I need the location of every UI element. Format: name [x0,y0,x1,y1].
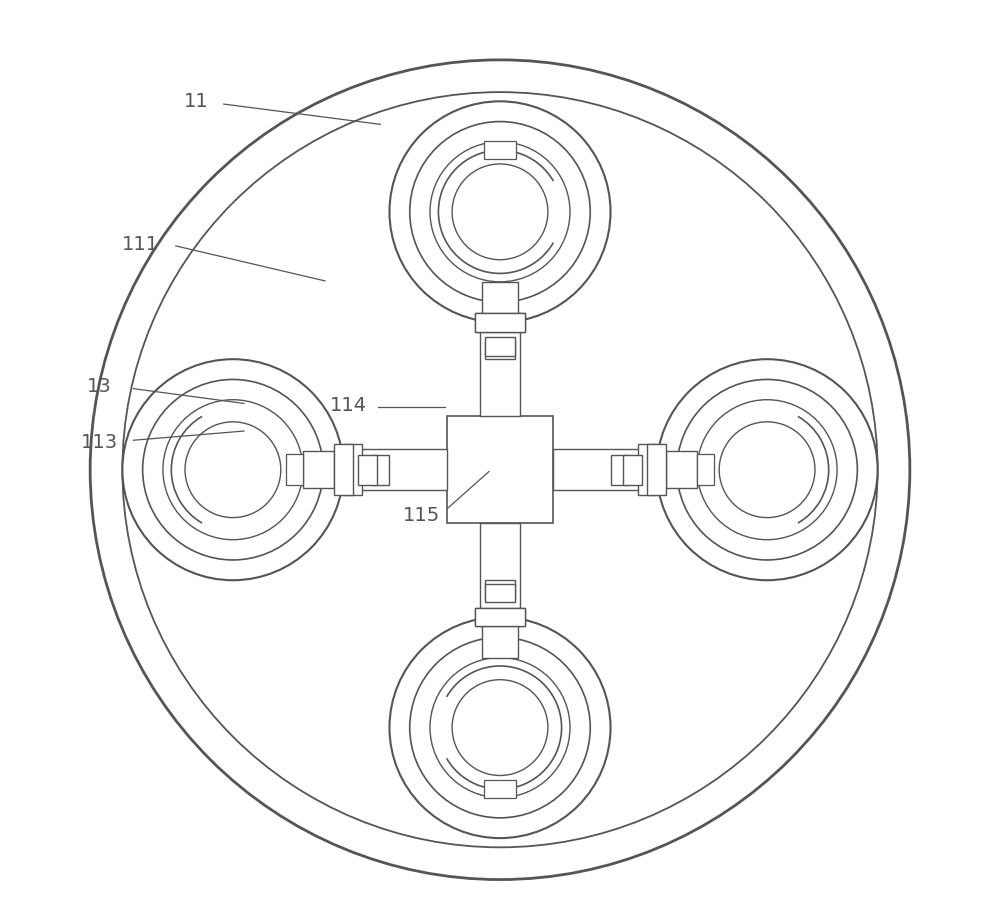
Circle shape [719,422,815,518]
Bar [480,523,520,626]
Circle shape [410,637,590,818]
Bar [666,451,697,488]
Bar [475,313,525,332]
Bar [286,454,303,485]
Bar [647,445,666,495]
Bar [485,584,515,602]
Bar [553,449,657,490]
Bar [482,626,518,658]
Text: 114: 114 [329,396,367,414]
Circle shape [163,400,303,540]
Bar [623,455,642,485]
Bar [638,445,657,495]
Bar [485,337,515,356]
Bar [480,313,520,416]
Circle shape [389,617,611,838]
Circle shape [430,658,570,798]
Circle shape [122,92,878,847]
Text: 111: 111 [122,235,159,253]
Bar [334,445,353,495]
Bar [447,416,553,523]
Circle shape [410,122,590,302]
Circle shape [452,164,548,260]
Bar [484,780,516,798]
Bar [343,449,447,490]
Bar [475,608,525,626]
Bar [343,445,362,495]
Circle shape [143,379,323,560]
Bar [358,455,377,485]
Bar [484,142,516,159]
Circle shape [122,359,343,580]
Bar [371,455,389,485]
Text: 113: 113 [81,433,118,451]
Bar [485,341,515,359]
Bar [482,282,518,313]
Text: 13: 13 [87,378,112,396]
Circle shape [90,60,910,880]
Text: 115: 115 [403,507,440,525]
Bar [475,313,525,332]
Circle shape [452,680,548,775]
Circle shape [657,359,878,580]
Circle shape [389,101,611,322]
Bar [303,451,334,488]
Bar [485,580,515,599]
Bar [697,454,714,485]
Circle shape [677,379,857,560]
Bar [611,455,629,485]
Circle shape [697,400,837,540]
Text: 11: 11 [184,92,208,111]
Bar [475,608,525,626]
Circle shape [185,422,281,518]
Circle shape [430,142,570,282]
